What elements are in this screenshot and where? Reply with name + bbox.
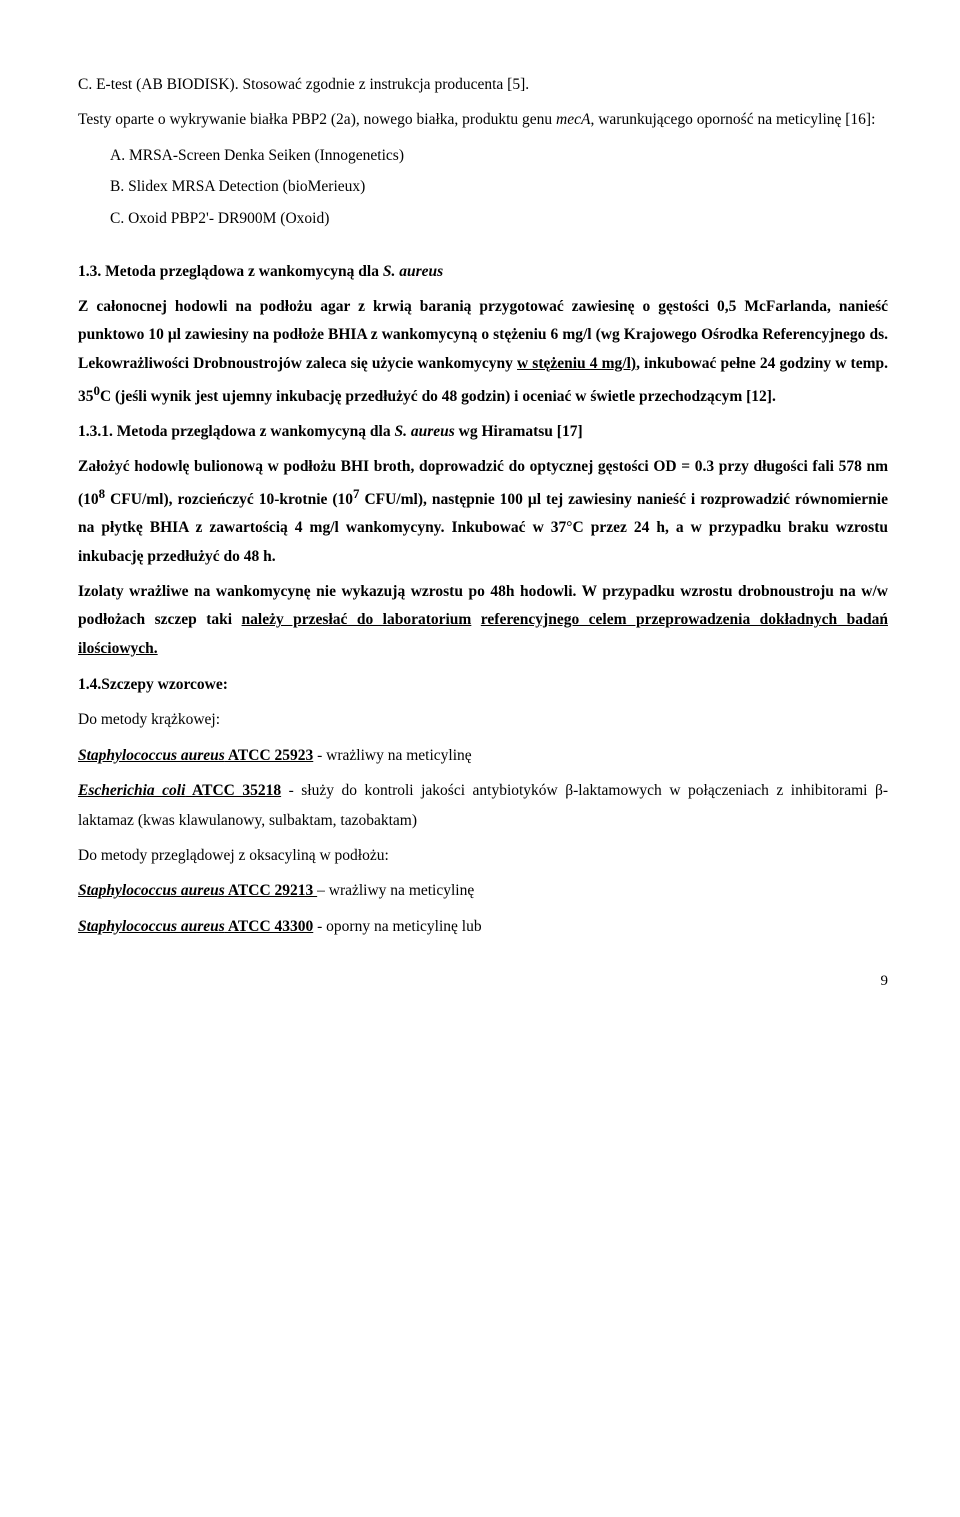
text-u: ATCC 43300 — [225, 918, 313, 935]
text-u: ATCC 35218 — [185, 782, 281, 799]
heading: 1.3. Metoda przeglądowa z wankomycyną dl… — [78, 257, 888, 286]
text-line: Staphylococcus aureus ATCC 25923 - wrażl… — [78, 741, 888, 770]
heading: 1.4.Szczepy wzorcowe: — [78, 670, 888, 699]
text-span: C (jeśli wynik jest ujemny inkubację prz… — [100, 388, 776, 405]
text-paragraph: Escherichia coli ATCC 35218 - służy do k… — [78, 776, 888, 835]
text-span: Testy oparte o wykrywanie białka PBP2 (2… — [78, 111, 556, 128]
text-line: Do metody krążkowej: — [78, 705, 888, 734]
list-item: A. MRSA-Screen Denka Seiken (Innogenetic… — [78, 141, 888, 170]
text-u: w stężeniu 4 mg/l) — [517, 355, 636, 372]
text-line: Do metody przeglądowej z oksacyliną w po… — [78, 841, 888, 870]
text-paragraph: Testy oparte o wykrywanie białka PBP2 (2… — [78, 105, 888, 134]
text-span: CFU/ml), rozcieńczyć 10-krotnie (10 — [105, 491, 353, 508]
text-span: - wrażliwy na meticylinę — [313, 747, 471, 764]
text-u: należy przesłać do laboratorium — [242, 611, 472, 628]
text-u: ATCC 29213 — [225, 882, 317, 899]
text-em: S. aureus — [394, 423, 454, 440]
text-u-em: Staphylococcus aureus — [78, 747, 225, 764]
text-span: , warunkującego oporność na meticylinę [… — [590, 111, 875, 128]
text-line: Staphylococcus aureus ATCC 29213 – wrażl… — [78, 876, 888, 905]
text-span: 1.3. Metoda przeglądowa z wankomycyną dl… — [78, 263, 383, 280]
spacer — [78, 235, 888, 253]
text-span: wg Hiramatsu [17] — [455, 423, 583, 440]
list-item: C. Oxoid PBP2'- DR900M (Oxoid) — [78, 204, 888, 233]
text-paragraph: Z całonocnej hodowli na podłożu agar z k… — [78, 293, 888, 412]
text-em: S. aureus — [383, 263, 443, 280]
text-u-em: Staphylococcus aureus — [78, 918, 225, 935]
text-line: C. E-test (AB BIODISK). Stosować zgodnie… — [78, 70, 888, 99]
text-em: mecA — [556, 111, 590, 128]
page-number: 9 — [78, 967, 888, 996]
text-u-em: Staphylococcus aureus — [78, 882, 225, 899]
heading: 1.3.1. Metoda przeglądowa z wankomycyną … — [78, 417, 888, 446]
list-item: B. Slidex MRSA Detection (bioMerieux) — [78, 172, 888, 201]
text-paragraph: Izolaty wrażliwe na wankomycynę nie wyka… — [78, 578, 888, 664]
text-span: - oporny na meticylinę lub — [313, 918, 481, 935]
text-span: – wrażliwy na meticylinę — [317, 882, 474, 899]
text-u: ATCC 25923 — [225, 747, 313, 764]
text-span: 1.3.1. Metoda przeglądowa z wankomycyną … — [78, 423, 394, 440]
text-u-em: Escherichia coli — [78, 782, 185, 799]
text-span — [471, 611, 480, 628]
text-paragraph: Założyć hodowlę bulionową w podłożu BHI … — [78, 453, 888, 572]
text-line: Staphylococcus aureus ATCC 43300 - oporn… — [78, 912, 888, 941]
